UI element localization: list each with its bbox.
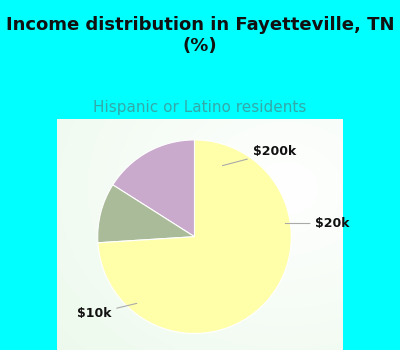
- Wedge shape: [113, 140, 194, 237]
- Text: $200k: $200k: [222, 146, 296, 166]
- Text: Income distribution in Fayetteville, TN
(%): Income distribution in Fayetteville, TN …: [6, 16, 394, 55]
- Text: $20k: $20k: [285, 217, 350, 230]
- Text: $10k: $10k: [77, 303, 137, 320]
- Wedge shape: [98, 140, 291, 334]
- Wedge shape: [98, 185, 194, 243]
- Text: Hispanic or Latino residents: Hispanic or Latino residents: [93, 100, 307, 114]
